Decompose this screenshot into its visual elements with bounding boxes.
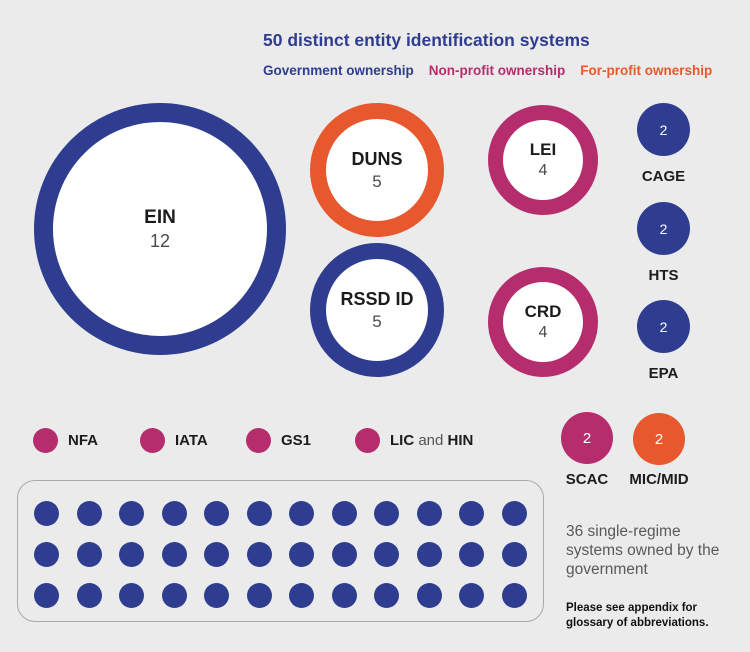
bubble-duns-label: DUNS [351,148,403,169]
government-system-dot [34,501,59,526]
government-system-dot [416,542,442,567]
legend: Government ownership Non-profit ownershi… [263,63,712,78]
government-system-dot [289,542,315,567]
government-system-dot [501,501,527,526]
government-system-dot [204,542,230,567]
bubble-ein: EIN 12 [34,103,286,355]
lic-hin-label: LIC and HIN [390,432,473,449]
government-system-dot [119,583,145,608]
government-system-dot [374,542,400,567]
government-system-dot [34,583,59,608]
bubble-cage-value: 2 [659,121,668,138]
lic-label: LIC [390,432,415,449]
government-system-dot [289,501,315,526]
bubble-duns: DUNS 5 [310,103,444,237]
item-gs1: GS1 [246,428,311,453]
government-system-dot [246,583,272,608]
legend-government-ownership: Government ownership [263,63,414,78]
bubble-hts-value: 2 [659,220,668,237]
government-system-dot [331,542,357,567]
bubble-mic-mid-value: 2 [654,430,664,448]
bubble-hts-label: HTS [648,267,679,284]
lic-hin-dot-icon [355,428,380,453]
government-system-dot [161,583,187,608]
government-system-dot [501,583,527,608]
government-system-dot [76,583,102,608]
item-nfa: NFA [33,428,98,453]
government-system-dot [204,501,230,526]
government-system-dot [501,542,527,567]
bubble-mic-mid: 2 [633,413,685,465]
government-system-dot [331,501,357,526]
legend-forprofit-ownership: For-profit ownership [580,63,713,78]
bubble-lei: LEI 4 [488,105,598,215]
government-system-dot [331,583,357,608]
bubble-lei-value: 4 [538,162,548,179]
bubble-cage-label: CAGE [641,168,686,185]
government-system-dot [246,542,272,567]
hin-label: HIN [447,432,474,449]
bubble-epa-label: EPA [648,365,679,382]
dot-grid-caption: 36 single-regime systems owned by the go… [566,523,720,578]
government-system-dot [246,501,272,526]
bubble-crd-label: CRD [524,302,562,321]
bubble-scac-value: 2 [582,429,592,447]
bubble-epa-value: 2 [659,318,668,335]
iata-dot-icon [140,428,165,453]
gs1-dot-icon [246,428,271,453]
government-system-dot [161,501,187,526]
lic-hin-connector: and [414,432,448,449]
item-lic-and-hin: LIC and HIN [355,428,473,453]
government-system-dot [459,583,485,608]
government-system-dot [76,542,102,567]
bubble-crd: CRD 4 [488,267,598,377]
bubble-hts: 2 [637,202,690,255]
government-system-dot [34,542,59,567]
bubble-rssd-id-label: RSSD ID [340,288,414,309]
nfa-label: NFA [68,432,98,449]
bubble-ein-value: 12 [149,230,171,251]
bubble-duns-value: 5 [372,171,382,191]
bubble-cage: 2 [637,103,690,156]
bubble-ein-label: EIN [144,206,176,228]
bubble-mic-mid-label: MIC/MID [629,471,689,488]
bubble-scac-label: SCAC [565,471,609,488]
bubble-rssd-id: RSSD ID 5 [310,243,444,377]
government-system-dot [416,501,442,526]
government-system-dot [374,583,400,608]
government-system-dot [204,583,230,608]
gs1-label: GS1 [281,432,312,449]
government-system-dot [459,501,485,526]
bubble-lei-label: LEI [529,140,557,159]
government-system-dot [119,501,145,526]
appendix-footnote: Please see appendix for glossary of abbr… [566,602,709,629]
dot-grid [17,480,544,622]
legend-nonprofit-ownership: Non-profit ownership [428,63,566,78]
bubble-crd-value: 4 [538,324,548,341]
government-system-dot [119,542,145,567]
item-iata: IATA [140,428,208,453]
bubble-rssd-id-value: 5 [372,311,382,331]
bubble-scac: 2 [561,412,613,464]
bubble-epa: 2 [637,300,690,353]
page-title: 50 distinct entity identification system… [263,30,590,50]
government-system-dot [289,583,315,608]
iata-label: IATA [175,432,208,449]
government-system-dot [76,501,102,526]
government-system-dot [459,542,485,567]
government-system-dot [374,501,400,526]
government-system-dot [161,542,187,567]
nfa-dot-icon [33,428,58,453]
government-system-dot [416,583,442,608]
